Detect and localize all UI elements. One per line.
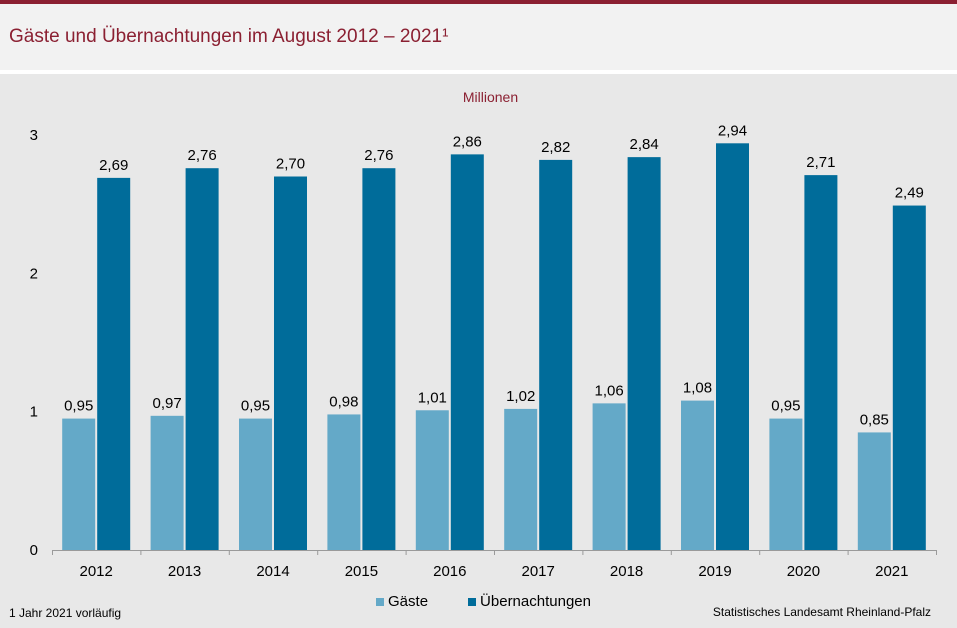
data-label-gaeste-2014: 0,95 bbox=[241, 398, 270, 415]
bar-uebernachtungen-2012 bbox=[97, 177, 131, 550]
bar-uebernachtungen-2013 bbox=[185, 168, 219, 550]
bar-uebernachtungen-2017 bbox=[539, 159, 573, 550]
x-tick-label-2012: 2012 bbox=[80, 563, 113, 580]
bar-gaeste-2013 bbox=[150, 415, 184, 550]
legend: Gäste Übernachtungen bbox=[0, 593, 957, 610]
x-tick-label-2016: 2016 bbox=[433, 563, 466, 580]
bar-gaeste-2020 bbox=[769, 418, 803, 550]
bar-uebernachtungen-2016 bbox=[450, 154, 484, 550]
y-tick-label: 0 bbox=[30, 542, 38, 559]
chart-title: Gäste und Übernachtungen im August 2012 … bbox=[9, 26, 449, 47]
bar-uebernachtungen-2014 bbox=[274, 176, 307, 550]
data-label-gaeste-2019: 1,08 bbox=[683, 380, 712, 397]
x-tick-label-2019: 2019 bbox=[698, 563, 731, 580]
bar-gaeste-2016 bbox=[415, 410, 449, 550]
footnote: 1 Jahr 2021 vorläufig bbox=[9, 606, 122, 620]
bar-uebernachtungen-2018 bbox=[627, 157, 661, 550]
data-label-gaeste-2018: 1,06 bbox=[594, 382, 623, 399]
x-tick-label-2013: 2013 bbox=[168, 563, 201, 580]
data-label-gaeste-2015: 0,98 bbox=[329, 393, 358, 410]
bar-gaeste-2019 bbox=[681, 400, 714, 550]
legend-swatch-gaeste bbox=[376, 597, 385, 606]
x-tick-label-2014: 2014 bbox=[256, 563, 289, 580]
legend-item-uebernachtungen: Übernachtungen bbox=[468, 593, 591, 610]
data-label-gaeste-2016: 1,01 bbox=[418, 389, 447, 406]
data-label-gaeste-2013: 0,97 bbox=[152, 395, 181, 412]
x-tick-label-2015: 2015 bbox=[345, 563, 378, 580]
bar-gaeste-2021 bbox=[857, 432, 891, 550]
data-label-uebernachtungen-2014: 2,70 bbox=[276, 156, 305, 173]
source-note: Statistisches Landesamt Rheinland-Pfalz bbox=[712, 605, 931, 619]
data-label-gaeste-2017: 1,02 bbox=[506, 388, 535, 405]
bar-gaeste-2012 bbox=[62, 418, 96, 550]
legend-swatch-uebernachtungen bbox=[468, 597, 477, 606]
x-tick-label-2017: 2017 bbox=[522, 563, 555, 580]
data-label-gaeste-2021: 0,85 bbox=[860, 411, 889, 428]
data-label-uebernachtungen-2013: 2,76 bbox=[187, 147, 216, 164]
y-tick-label: 1 bbox=[30, 404, 38, 421]
bar-uebernachtungen-2015 bbox=[362, 168, 396, 550]
bar-uebernachtungen-2021 bbox=[892, 205, 926, 551]
bar-uebernachtungen-2019 bbox=[716, 143, 749, 551]
data-label-uebernachtungen-2017: 2,82 bbox=[541, 139, 570, 156]
x-tick-label-2018: 2018 bbox=[610, 563, 643, 580]
data-label-uebernachtungen-2018: 2,84 bbox=[629, 136, 658, 153]
legend-item-gaeste: Gäste bbox=[376, 593, 428, 610]
divider bbox=[0, 70, 957, 74]
bar-uebernachtungen-2020 bbox=[804, 175, 838, 550]
top-rule bbox=[0, 0, 957, 4]
legend-label-uebernachtungen: Übernachtungen bbox=[480, 593, 591, 610]
data-label-uebernachtungen-2012: 2,69 bbox=[99, 157, 128, 174]
bar-gaeste-2018 bbox=[592, 403, 626, 550]
y-tick-label: 3 bbox=[30, 127, 38, 144]
x-tick-label-2020: 2020 bbox=[787, 563, 820, 580]
bar-gaeste-2017 bbox=[504, 408, 538, 550]
header: Gäste und Übernachtungen im August 2012 … bbox=[0, 4, 957, 70]
data-label-gaeste-2012: 0,95 bbox=[64, 398, 93, 415]
data-label-uebernachtungen-2020: 2,71 bbox=[806, 154, 835, 171]
y-tick-label: 2 bbox=[30, 265, 38, 282]
unit-label: Millionen bbox=[462, 89, 519, 105]
data-label-gaeste-2020: 0,95 bbox=[771, 398, 800, 415]
data-label-uebernachtungen-2019: 2,94 bbox=[718, 122, 747, 139]
bar-gaeste-2014 bbox=[239, 418, 272, 550]
data-label-uebernachtungen-2021: 2,49 bbox=[895, 185, 924, 202]
data-label-uebernachtungen-2016: 2,86 bbox=[453, 133, 482, 150]
data-label-uebernachtungen-2015: 2,76 bbox=[364, 147, 393, 164]
bar-gaeste-2015 bbox=[327, 414, 361, 550]
x-tick-label-2021: 2021 bbox=[875, 563, 908, 580]
legend-label-gaeste: Gäste bbox=[388, 593, 429, 610]
